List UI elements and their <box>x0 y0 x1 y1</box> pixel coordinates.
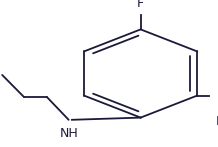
Text: F: F <box>216 115 218 128</box>
Text: F: F <box>137 0 144 10</box>
Text: NH: NH <box>59 127 78 140</box>
